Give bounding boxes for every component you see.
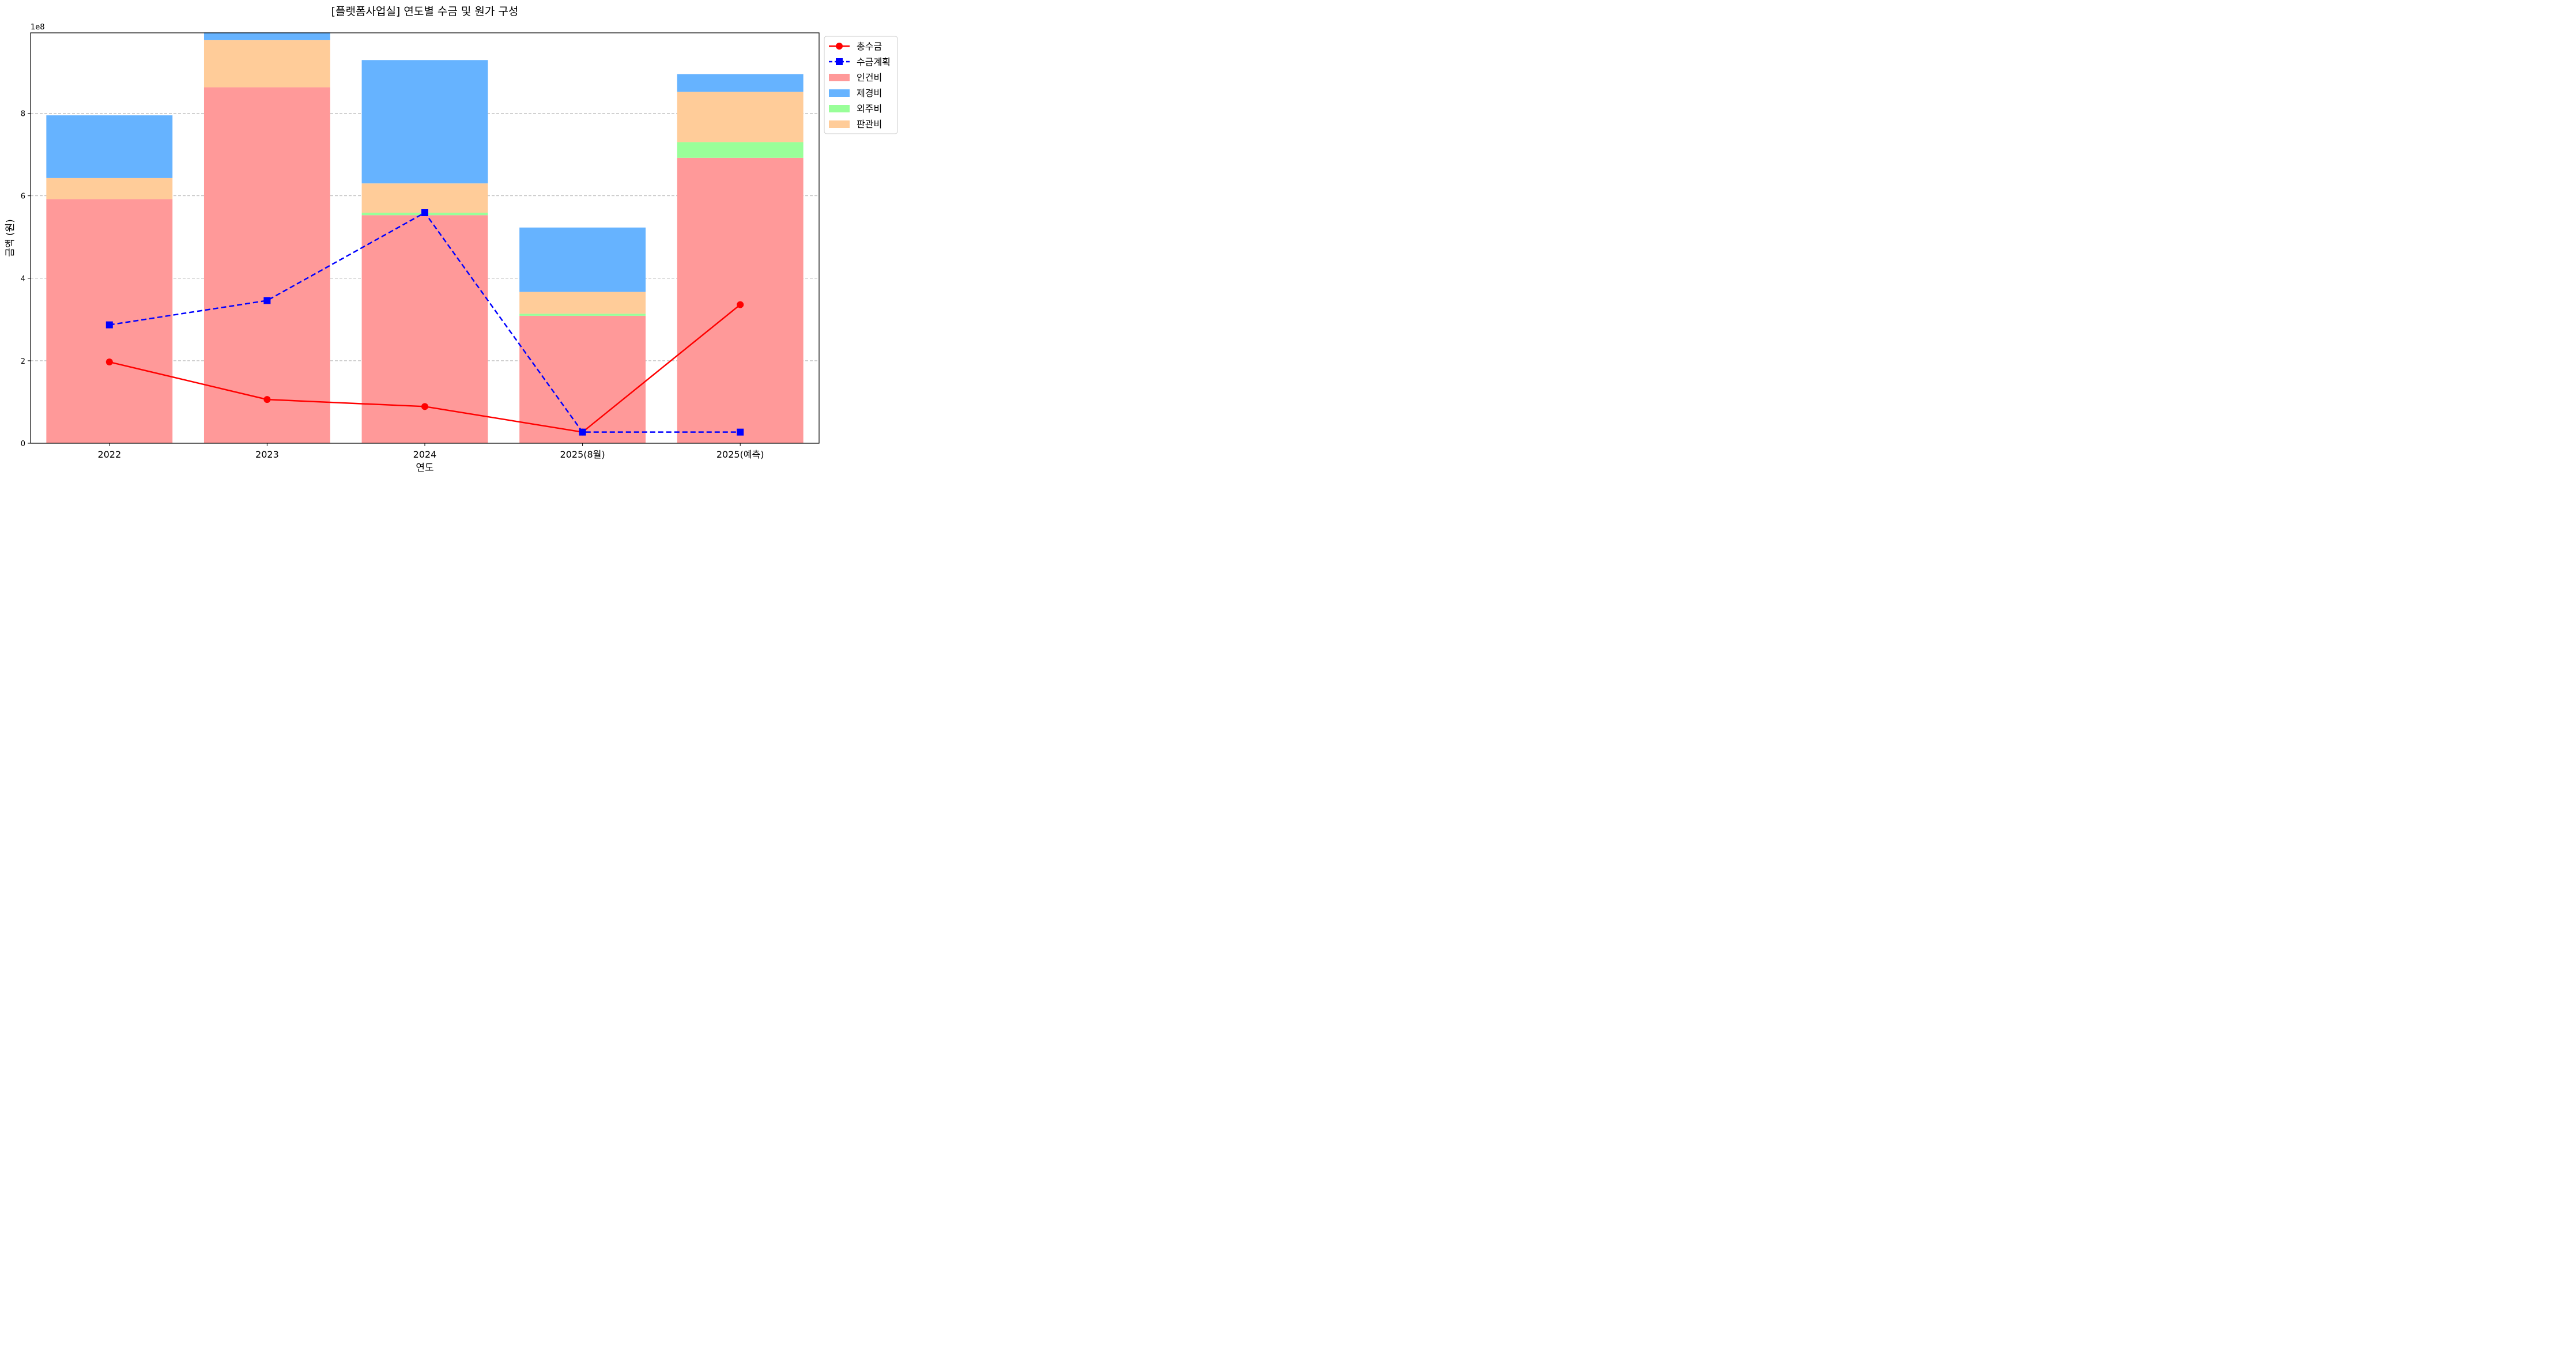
series-point: [421, 209, 428, 216]
line-series: [105, 209, 744, 436]
x-axis-label: 연도: [416, 462, 433, 474]
x-tick-label: 2022: [97, 449, 121, 460]
bar-segment: [203, 40, 330, 88]
y-tick-label: 4: [21, 275, 25, 284]
bar-segment: [361, 60, 488, 184]
legend-swatch: [829, 120, 850, 128]
y-tick-label: 6: [21, 193, 25, 201]
bar-segment: [46, 199, 173, 443]
legend-label: 외주비: [857, 103, 882, 114]
x-tick-label: 2024: [413, 449, 437, 460]
legend-marker: [836, 43, 843, 50]
legend-label: 수금계획: [857, 56, 891, 67]
bar-segment: [519, 314, 646, 316]
series-point: [263, 297, 271, 304]
series-point: [737, 301, 744, 308]
y-axis-label: 금액 (원): [5, 219, 16, 257]
y-tick-label: 2: [21, 357, 25, 366]
series-point: [579, 428, 586, 436]
bar-segment: [677, 74, 804, 92]
series-point: [421, 403, 428, 410]
bar-segment: [677, 142, 804, 158]
series-point: [105, 321, 113, 329]
bar-segment: [203, 87, 330, 443]
bar-segment: [677, 92, 804, 142]
legend-label: 제경비: [857, 88, 882, 99]
bar-segment: [46, 115, 173, 178]
legend-label: 판관비: [857, 119, 882, 130]
bar-segment: [519, 315, 646, 443]
bar-segment: [519, 227, 646, 292]
series-point: [263, 396, 271, 403]
chart-title: [플랫폼사업실] 연도별 수금 및 원가 구성: [331, 5, 519, 18]
x-tick-label: 2025(예측): [716, 449, 764, 460]
axes: 0 2 4 6 8 2022 2023 2024 2025(8월) 2025(예측): [21, 110, 764, 460]
series-point: [737, 428, 744, 436]
bar-segment: [519, 292, 646, 314]
bar-segment: [677, 157, 804, 443]
legend-swatch: [829, 105, 850, 112]
legend-swatch: [829, 74, 850, 81]
y-tick-label: 8: [21, 110, 25, 119]
x-tick-label: 2023: [255, 449, 279, 460]
bar-segment: [46, 178, 173, 199]
chart: [플랫폼사업실] 연도별 수금 및 원가 구성 1e8 0 2 4 6 8 2022 202…: [5, 5, 898, 474]
legend-label: 인건비: [857, 72, 882, 83]
y-axis-offset-label: 1e8: [31, 23, 45, 32]
stacked-bars: [46, 32, 804, 443]
series-point: [105, 359, 113, 366]
x-tick-label: 2025(8월): [560, 449, 605, 460]
legend-swatch: [829, 89, 850, 97]
legend-marker: [836, 58, 843, 65]
y-tick-label: 0: [21, 440, 25, 448]
legend-label: 총수금: [857, 41, 882, 52]
bar-segment: [203, 32, 330, 40]
bar-segment: [361, 183, 488, 213]
